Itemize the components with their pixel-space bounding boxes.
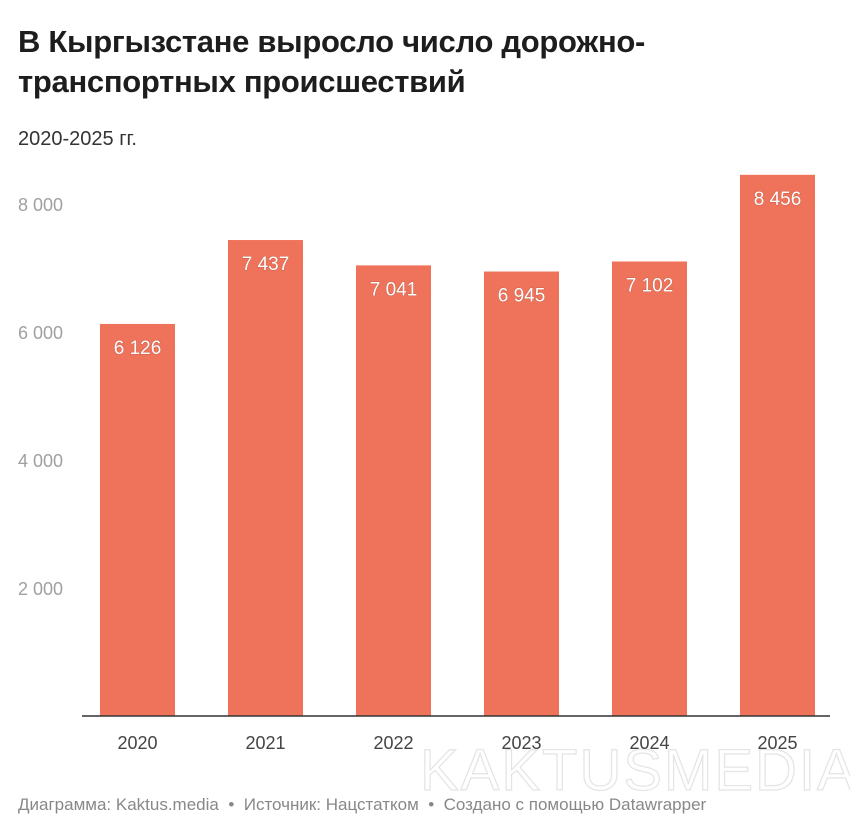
- value-label: 7 437: [242, 254, 290, 275]
- bar-2022: [356, 265, 431, 716]
- watermark-logo: KAKTUSMEDIA: [420, 738, 850, 803]
- value-label: 8 456: [754, 189, 802, 210]
- separator: •: [423, 795, 439, 814]
- y-tick-label: 6 000: [18, 323, 63, 343]
- y-tick-label: 8 000: [18, 195, 63, 215]
- x-tick-label: 2024: [629, 733, 669, 753]
- separator: •: [223, 795, 239, 814]
- chart-footer: Диаграмма: Kaktus.media • Источник: Нацс…: [18, 795, 706, 815]
- chart-credit: Диаграмма: Kaktus.media: [18, 795, 219, 814]
- value-label: 6 126: [114, 338, 162, 359]
- bar-2024: [612, 261, 687, 716]
- y-tick-label: 2 000: [18, 579, 63, 599]
- value-label: 7 041: [370, 279, 418, 300]
- value-label: 7 102: [626, 275, 674, 296]
- bar-2025: [740, 174, 815, 717]
- x-tick-label: 2023: [501, 733, 541, 753]
- x-tick-label: 2022: [373, 733, 413, 753]
- chart-subtitle: 2020-2025 гг.: [18, 128, 137, 150]
- x-tick-label: 2025: [757, 733, 797, 753]
- x-tick-label: 2020: [117, 733, 157, 753]
- y-tick-label: 4 000: [18, 451, 63, 471]
- x-tick-label: 2021: [245, 733, 285, 753]
- bar-2023: [484, 271, 559, 716]
- value-label: 6 945: [498, 286, 546, 307]
- datawrapper-link[interactable]: Создано с помощью Datawrapper: [443, 795, 707, 814]
- bar-2021: [228, 240, 303, 717]
- chart-title: В Кыргызстане выросло число дорожно-тран…: [18, 24, 646, 99]
- source-credit: Источник: Нацстатком: [243, 795, 419, 814]
- bar-2020: [100, 323, 175, 716]
